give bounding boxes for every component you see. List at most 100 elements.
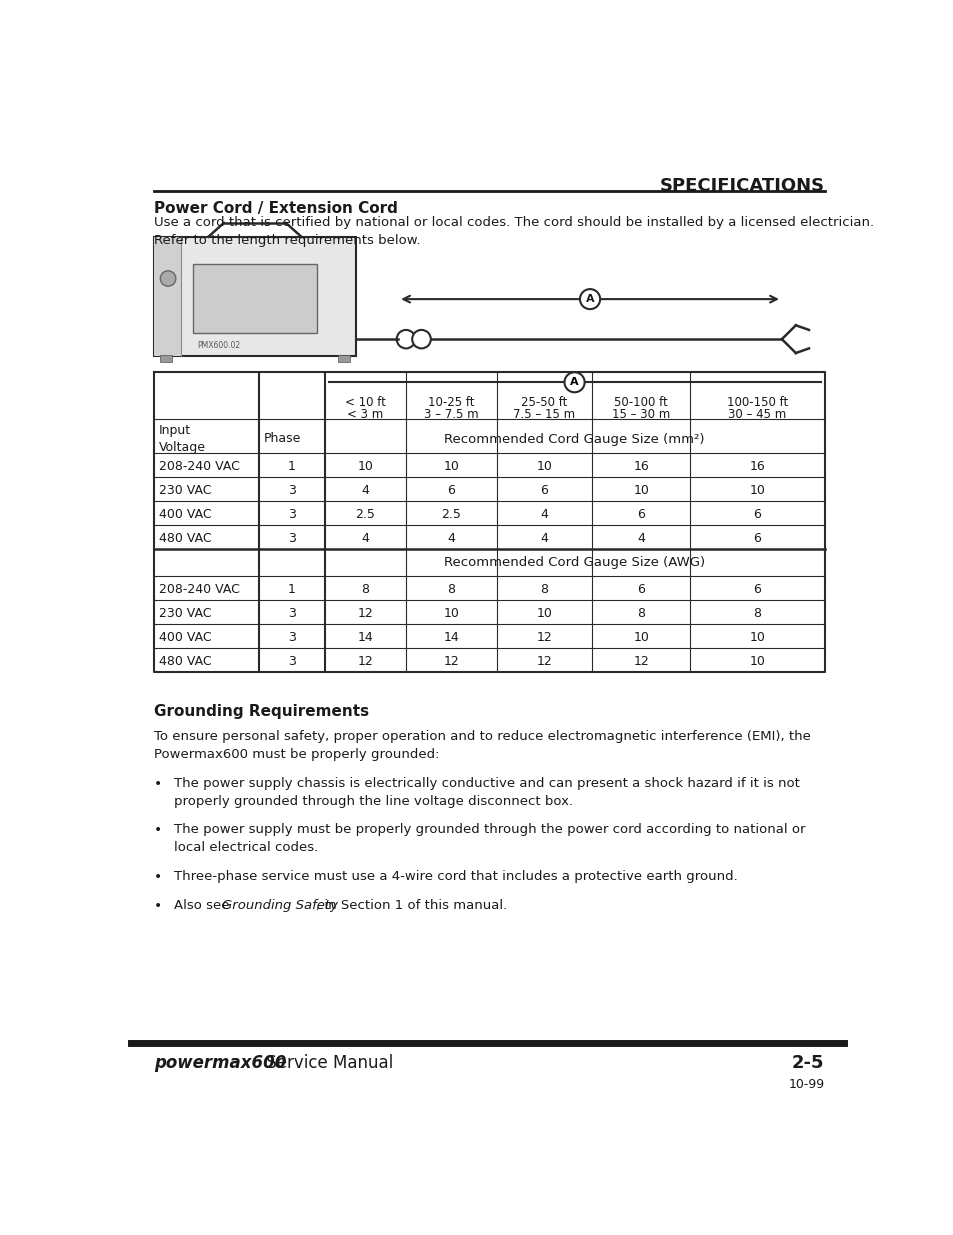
Text: 400 VAC: 400 VAC [158,508,212,521]
Text: •: • [154,777,162,792]
Text: •: • [154,899,162,913]
Text: 400 VAC: 400 VAC [158,631,212,643]
Text: Grounding Safety: Grounding Safety [221,899,337,911]
Text: Also see: Also see [173,899,233,911]
Text: 6: 6 [753,583,760,597]
Text: 50-100 ft: 50-100 ft [614,396,667,409]
Text: 8: 8 [539,583,548,597]
Circle shape [579,289,599,309]
Text: 3: 3 [288,631,295,643]
Text: PMX600.02: PMX600.02 [196,341,239,350]
Text: SPECIFICATIONS: SPECIFICATIONS [659,177,823,195]
Text: 8: 8 [637,608,644,620]
Text: 208-240 VAC: 208-240 VAC [158,583,239,597]
Text: The power supply chassis is electrically conductive and can present a shock haza: The power supply chassis is electrically… [173,777,799,808]
Text: 7.5 – 15 m: 7.5 – 15 m [513,409,575,421]
Text: 6: 6 [637,583,644,597]
Text: 6: 6 [753,531,760,545]
Text: 6: 6 [753,508,760,521]
Text: To ensure personal safety, proper operation and to reduce electromagnetic interf: To ensure personal safety, proper operat… [154,730,810,761]
Circle shape [564,372,584,393]
Text: 3: 3 [288,608,295,620]
Text: 4: 4 [539,531,548,545]
Text: 3: 3 [288,484,295,496]
Text: Input
Voltage: Input Voltage [158,424,206,453]
Text: Recommended Cord Gauge Size (mm²): Recommended Cord Gauge Size (mm²) [444,433,704,446]
Text: Grounding Requirements: Grounding Requirements [154,704,369,719]
Text: 4: 4 [361,484,369,496]
Text: powermax600: powermax600 [154,1055,286,1072]
Text: 10: 10 [633,484,648,496]
Text: 2.5: 2.5 [355,508,375,521]
Text: 1: 1 [288,583,295,597]
Text: < 3 m: < 3 m [347,409,383,421]
Text: 8: 8 [753,608,760,620]
Text: Three-phase service must use a 4-wire cord that includes a protective earth grou: Three-phase service must use a 4-wire co… [173,869,737,883]
Bar [193,264,316,333]
Text: < 10 ft: < 10 ft [345,396,385,409]
Circle shape [160,270,175,287]
Bar [154,237,355,356]
Circle shape [412,330,431,348]
Text: 10: 10 [749,655,764,668]
Text: 480 VAC: 480 VAC [158,655,212,668]
Text: 30 – 45 m: 30 – 45 m [727,409,786,421]
Text: 230 VAC: 230 VAC [158,608,211,620]
Text: 3: 3 [288,508,295,521]
Text: 12: 12 [443,655,458,668]
Text: Phase: Phase [263,431,300,445]
Text: 12: 12 [536,655,552,668]
Text: 12: 12 [357,655,373,668]
Text: 10-25 ft: 10-25 ft [428,396,474,409]
Text: A: A [570,377,578,388]
Text: Recommended Cord Gauge Size (AWG): Recommended Cord Gauge Size (AWG) [443,556,704,569]
Text: 3: 3 [288,655,295,668]
Text: 10: 10 [443,461,458,473]
Text: 12: 12 [357,608,373,620]
Text: 12: 12 [633,655,648,668]
Text: 1: 1 [288,461,295,473]
Text: 100-150 ft: 100-150 ft [726,396,787,409]
Text: 14: 14 [443,631,458,643]
Text: 6: 6 [637,508,644,521]
Text: 15 – 30 m: 15 – 30 m [612,409,670,421]
Text: A: A [585,294,594,304]
Text: 2-5: 2-5 [791,1055,823,1072]
Text: 3 – 7.5 m: 3 – 7.5 m [423,409,478,421]
Circle shape [396,330,415,348]
Text: 12: 12 [536,631,552,643]
Text: 4: 4 [539,508,548,521]
Text: •: • [154,869,162,884]
Bar [154,237,181,356]
Text: 2.5: 2.5 [441,508,461,521]
Text: 10: 10 [357,461,373,473]
Text: 10: 10 [749,484,764,496]
Text: 480 VAC: 480 VAC [158,531,212,545]
Text: The power supply must be properly grounded through the power cord according to n: The power supply must be properly ground… [173,824,804,855]
Text: 10: 10 [633,631,648,643]
Text: 8: 8 [361,583,369,597]
Text: 16: 16 [633,461,648,473]
Text: •: • [154,824,162,837]
Text: 8: 8 [447,583,455,597]
Text: Use a cord that is certified by national or local codes. The cord should be inst: Use a cord that is certified by national… [154,216,873,247]
Text: 10: 10 [536,461,552,473]
Text: 6: 6 [539,484,548,496]
Text: 4: 4 [447,531,455,545]
Text: 10-99: 10-99 [787,1078,823,1091]
Text: Power Cord / Extension Cord: Power Cord / Extension Cord [154,200,397,216]
Text: 4: 4 [361,531,369,545]
Text: 3: 3 [288,531,295,545]
Text: 14: 14 [357,631,373,643]
Text: 10: 10 [443,608,458,620]
Text: 230 VAC: 230 VAC [158,484,211,496]
Text: 10: 10 [749,631,764,643]
Text: 6: 6 [447,484,455,496]
Text: 10: 10 [536,608,552,620]
Bar [337,354,350,362]
Text: 208-240 VAC: 208-240 VAC [158,461,239,473]
Text: 4: 4 [637,531,644,545]
Text: Service Manual: Service Manual [261,1055,393,1072]
Text: 25-50 ft: 25-50 ft [520,396,567,409]
Text: , in Section 1 of this manual.: , in Section 1 of this manual. [315,899,507,911]
